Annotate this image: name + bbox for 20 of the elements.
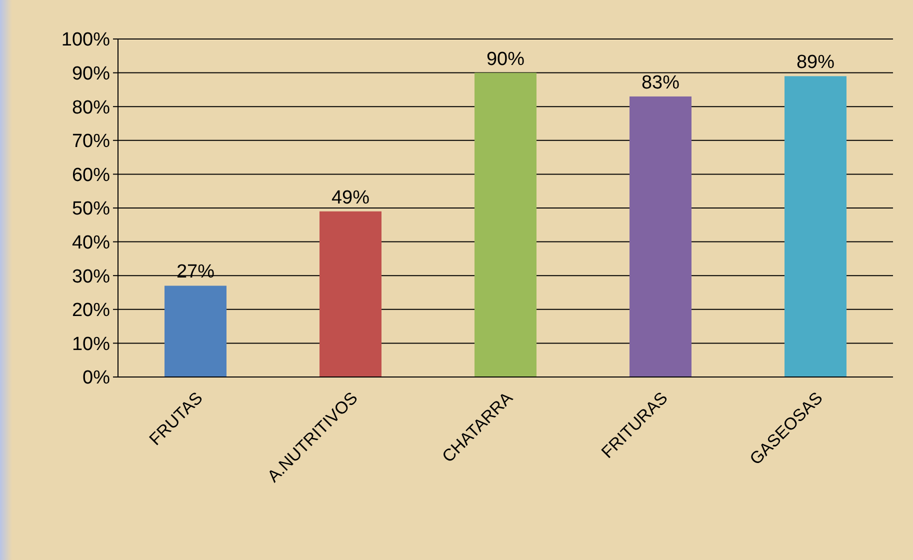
y-tick-label: 50% xyxy=(72,198,110,220)
y-tick-label: 10% xyxy=(72,334,110,355)
y-tick-label: 60% xyxy=(72,164,110,186)
y-tick-label: 0% xyxy=(82,368,110,389)
data-label: 90% xyxy=(486,48,525,70)
data-label: 89% xyxy=(796,52,835,74)
y-tick-label: 40% xyxy=(72,232,110,254)
y-tick-label: 80% xyxy=(72,97,110,118)
y-tick-label: 90% xyxy=(72,63,110,84)
bar xyxy=(320,211,382,377)
y-tick-label: 30% xyxy=(72,266,110,288)
y-tick-label: 70% xyxy=(72,131,110,152)
y-tick-label: 20% xyxy=(72,300,110,322)
data-label: 83% xyxy=(641,72,680,94)
bar xyxy=(630,96,692,377)
bar xyxy=(164,286,226,377)
bar xyxy=(474,72,536,377)
y-tick-label: 100% xyxy=(61,30,110,51)
data-label: 49% xyxy=(331,187,370,208)
bar xyxy=(784,76,846,377)
